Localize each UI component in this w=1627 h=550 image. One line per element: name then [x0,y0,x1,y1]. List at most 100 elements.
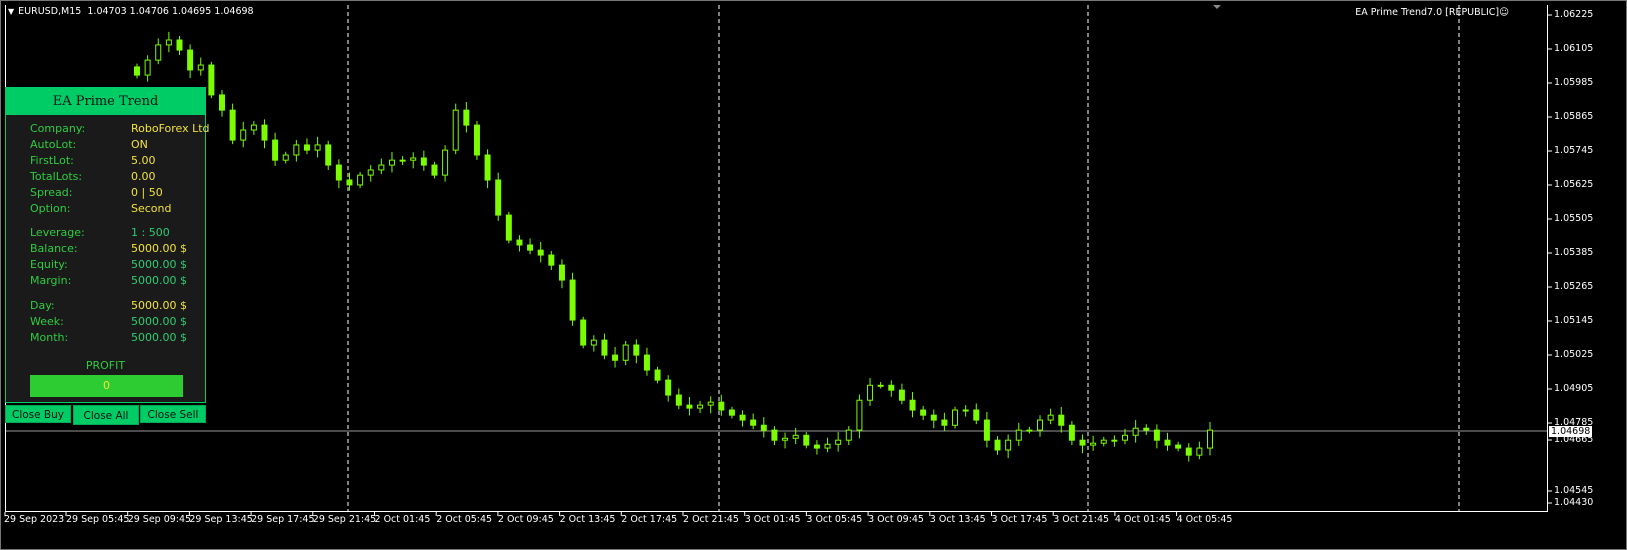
y-tick-label: 1.05385 [1554,247,1594,258]
dropdown-triangle-icon[interactable]: ▼ [8,7,15,16]
candle-body [335,164,342,181]
candle-body [633,344,640,356]
row-label: Day: [30,299,55,312]
candle-body [1175,444,1182,449]
candle-body [697,404,704,409]
row-label: Spread: [30,186,73,199]
candle-body [856,399,863,431]
candle-body [442,149,449,176]
candle-body [218,94,225,111]
x-tick-label: 4 Oct 05:45 [1176,514,1233,525]
x-tick-label: 3 Oct 21:45 [1053,514,1110,525]
candle-body [983,419,990,441]
candle-body [1143,427,1150,431]
candle-body [144,59,151,76]
candle-body [930,414,937,421]
row-value: 5000.00 $ [131,274,187,287]
candle-body [941,419,948,426]
candle-body [580,319,587,346]
candle-body [973,409,980,421]
x-tick-label: 29 Sep 13:45 [189,514,253,525]
candle-body [495,179,502,216]
row-value: 5000.00 $ [131,258,187,271]
x-tick-label: 4 Oct 01:45 [1114,514,1171,525]
y-tick-label: 1.04905 [1554,383,1594,394]
candle-body [1111,439,1118,442]
x-tick-label: 2 Oct 01:45 [374,514,431,525]
ea-panel: EA Prime Trend Company: RoboForex Ltd Auto… [5,87,210,403]
candle-body [314,144,321,151]
candle-body [898,389,905,401]
ea-label-text: EA Prime Trend7.0 [REPUBLIC] [1355,7,1500,18]
candle-body [346,179,353,186]
candle-body [1068,424,1075,441]
candle-body [1090,442,1097,446]
candle-body [165,39,172,46]
x-tick-label: 29 Sep 17:45 [251,514,315,525]
candle-body [431,164,438,176]
row-value: 5000.00 $ [131,315,187,328]
candle-body [707,401,714,406]
shift-marker-icon [1213,5,1221,9]
row-value: 5000.00 $ [131,242,187,255]
candle-body [867,384,874,401]
x-tick-label: 3 Oct 17:45 [991,514,1048,525]
y-tick-label: 1.05145 [1554,315,1594,326]
candle-body [962,409,969,412]
candle-body [197,64,204,71]
y-tick-label: 1.05625 [1554,179,1594,190]
row-value: 1 : 500 [131,226,170,239]
candle-body [357,174,364,186]
candle-body [1026,429,1033,432]
close-buy-button[interactable]: Close Buy [5,405,71,423]
close-sell-button[interactable]: Close Sell [140,405,206,423]
row-label: Company: [30,122,86,135]
candle-body [877,384,884,387]
x-tick-label: 3 Oct 09:45 [868,514,924,525]
candle-body [1132,427,1139,436]
candle-body [1122,434,1129,441]
y-tick-label: 1.05265 [1554,281,1594,292]
row-label: AutoLot: [30,138,77,151]
candle-body [558,264,565,281]
candle-body [771,429,778,441]
candle-body [1164,439,1171,446]
row-label: FirstLot: [30,154,74,167]
row-value: 5.00 [131,154,156,167]
x-tick-label: 2 Oct 21:45 [683,514,739,525]
row-value: 5000.00 $ [131,331,187,344]
y-tick-label: 1.04665 [1554,434,1594,445]
y-tick-label: 1.05505 [1554,213,1594,224]
candle-body [1153,429,1160,441]
candle-body [240,129,247,141]
x-tick-label: 2 Oct 13:45 [559,514,616,525]
candle-body [463,109,470,126]
smiley-icon: ☺ [1499,7,1509,18]
candle-body [952,409,959,426]
candle-body [410,157,417,161]
symbol-info: ▼ EURUSD,M15 1.04703 1.04706 1.04695 1.04… [8,6,254,17]
row-value: Second [131,202,172,215]
candle-body [1196,447,1203,456]
candle-body [378,164,385,171]
candle-body [176,39,183,51]
candle-body [484,154,491,181]
x-tick-label: 3 Oct 13:45 [929,514,986,525]
y-tick-label: 1.05745 [1554,145,1594,156]
close-all-button[interactable]: Close All [73,405,139,425]
y-tick-label: 1.06225 [1554,9,1594,20]
candle-body [1079,439,1086,446]
profit-value: 0 [30,375,183,397]
candle-body [824,443,831,449]
candle-body [1207,429,1213,449]
row-label: Week: [30,315,64,328]
candle-body [187,49,194,71]
candle-body [1047,414,1054,421]
candle-body [835,439,842,445]
candle-body [250,124,257,131]
candle-body [452,109,459,151]
y-tick-label: 1.05025 [1554,349,1594,360]
candle-body [282,154,289,161]
candle-body [803,434,810,446]
